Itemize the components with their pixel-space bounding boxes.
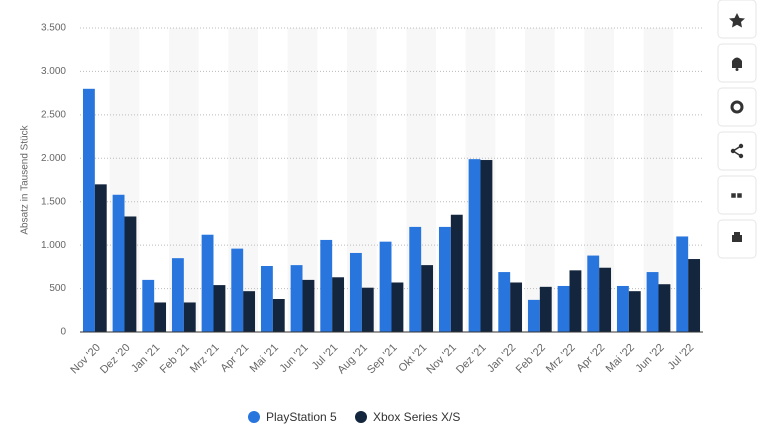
y-tick-label: 1.000 bbox=[41, 240, 66, 251]
bar bbox=[332, 277, 345, 332]
x-tick-label: Nov '20 bbox=[68, 342, 103, 377]
x-tick-label: Mrz '22 bbox=[544, 342, 578, 376]
bar bbox=[616, 285, 629, 332]
x-tick-label: Dez '20 bbox=[98, 342, 133, 377]
bar bbox=[94, 184, 107, 332]
y-tick-label: 0 bbox=[60, 327, 66, 338]
bar bbox=[587, 255, 600, 332]
x-tick-label: Nov '21 bbox=[424, 342, 459, 377]
share-button[interactable] bbox=[717, 131, 757, 171]
x-tick-label: Jan '21 bbox=[129, 342, 162, 375]
bar bbox=[628, 291, 641, 332]
y-tick-label: 1.500 bbox=[41, 196, 66, 207]
y-axis-label: Absatz in Tausend Stück bbox=[20, 124, 31, 234]
x-tick-label: Mai '21 bbox=[248, 342, 281, 375]
legend-marker bbox=[248, 411, 260, 423]
x-tick-label: Okt '21 bbox=[396, 342, 429, 375]
bar bbox=[438, 226, 451, 332]
bar bbox=[124, 216, 137, 332]
x-tick-label: Mai '22 bbox=[604, 342, 637, 375]
bar bbox=[527, 299, 540, 332]
x-tick-label: Feb '21 bbox=[158, 342, 192, 376]
legend-label: Xbox Series X/S bbox=[373, 410, 460, 424]
y-tick-label: 2.000 bbox=[41, 153, 66, 164]
bar bbox=[379, 241, 392, 332]
bar bbox=[539, 286, 552, 332]
y-tick-label: 3.000 bbox=[41, 66, 66, 77]
x-tick-label: Jan '22 bbox=[485, 342, 518, 375]
bar bbox=[421, 265, 434, 332]
notification-button[interactable] bbox=[717, 43, 757, 83]
bar bbox=[183, 302, 196, 332]
bar bbox=[468, 159, 481, 332]
cite-button[interactable] bbox=[717, 175, 757, 215]
bar bbox=[349, 252, 362, 332]
bar bbox=[658, 284, 671, 332]
bar bbox=[510, 282, 523, 332]
bar bbox=[82, 88, 95, 332]
bar bbox=[231, 248, 244, 332]
bar bbox=[557, 285, 570, 332]
legend-label: PlayStation 5 bbox=[266, 410, 337, 424]
bar bbox=[688, 259, 701, 332]
x-tick-label: Aug '21 bbox=[335, 342, 370, 377]
bar bbox=[260, 265, 273, 332]
bar bbox=[569, 270, 582, 332]
bar bbox=[302, 279, 315, 332]
bar bbox=[480, 160, 493, 332]
x-tick-label: Apr '22 bbox=[574, 342, 607, 375]
print-button[interactable] bbox=[717, 219, 757, 259]
bar bbox=[290, 265, 303, 332]
toolbar bbox=[717, 0, 757, 259]
bar bbox=[272, 298, 285, 332]
x-tick-label: Dez '21 bbox=[454, 342, 489, 377]
y-tick-label: 2.500 bbox=[41, 109, 66, 120]
bar bbox=[213, 285, 226, 332]
bar bbox=[243, 291, 256, 332]
bar bbox=[361, 287, 374, 332]
bar bbox=[646, 272, 659, 332]
bar bbox=[676, 236, 689, 332]
favorite-button[interactable] bbox=[717, 0, 757, 39]
settings-button[interactable] bbox=[717, 87, 757, 127]
bar bbox=[154, 302, 167, 332]
y-tick-label: 500 bbox=[49, 283, 66, 294]
bar bbox=[450, 214, 463, 332]
y-tick-label: 3.500 bbox=[41, 23, 66, 34]
x-tick-label: Sep '21 bbox=[365, 342, 400, 377]
x-tick-label: Feb '22 bbox=[514, 342, 548, 376]
bar bbox=[171, 258, 184, 332]
bar bbox=[409, 226, 422, 332]
bar bbox=[391, 282, 404, 332]
x-tick-label: Jun '22 bbox=[633, 342, 666, 375]
bar bbox=[142, 279, 155, 332]
bar bbox=[201, 234, 214, 332]
legend-marker bbox=[355, 411, 367, 423]
x-tick-label: Jul '22 bbox=[666, 342, 697, 373]
bar bbox=[498, 272, 511, 332]
band-shade bbox=[525, 28, 555, 332]
x-tick-label: Mrz '21 bbox=[188, 342, 222, 376]
x-tick-label: Jun '21 bbox=[277, 342, 310, 375]
bar bbox=[320, 239, 333, 332]
x-tick-label: Apr '21 bbox=[218, 342, 251, 375]
bar bbox=[599, 267, 612, 332]
bar bbox=[112, 194, 125, 332]
